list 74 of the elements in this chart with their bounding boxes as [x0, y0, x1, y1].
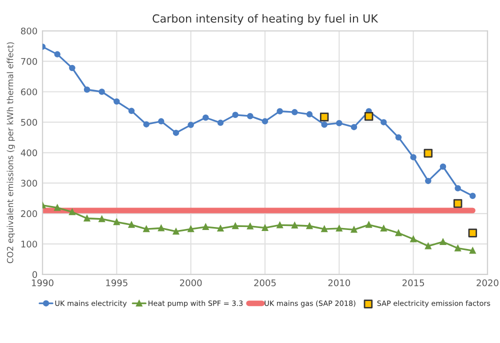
- point: [410, 154, 416, 160]
- point: [128, 222, 135, 228]
- point: [202, 114, 209, 121]
- point: [114, 218, 120, 226]
- point: [232, 112, 238, 118]
- point: [158, 118, 164, 124]
- x-tick-label: 1990: [32, 279, 54, 286]
- point: [172, 130, 180, 136]
- point: [306, 111, 313, 118]
- point: [424, 148, 433, 158]
- point: [468, 228, 478, 238]
- chart-title: Carbon intensity of heating by fuel in UK: [152, 14, 378, 25]
- x-tick-label: 2010: [328, 279, 350, 286]
- x-tick-label: 2000: [180, 279, 202, 286]
- point: [114, 98, 120, 105]
- point: [425, 242, 432, 250]
- point: [202, 224, 209, 230]
- y-tick-label: 800: [21, 28, 38, 34]
- point: [292, 109, 298, 116]
- point: [84, 86, 90, 93]
- point: [453, 199, 462, 208]
- y-axis-title: CO2 equivalent emissions (g per kWh thermal effect): [6, 42, 15, 264]
- point: [217, 225, 224, 232]
- point: [306, 222, 313, 230]
- point: [336, 225, 342, 232]
- point: [320, 112, 329, 122]
- y-tick-label: 700: [21, 58, 38, 65]
- point: [217, 120, 224, 126]
- point: [364, 112, 374, 121]
- point: [276, 108, 283, 114]
- point: [292, 222, 298, 229]
- x-tick-label: 2020: [476, 279, 498, 286]
- point: [143, 226, 150, 232]
- point: [262, 224, 268, 231]
- point: [470, 192, 476, 199]
- point: [172, 228, 180, 235]
- point: [69, 64, 76, 72]
- point: [262, 118, 268, 124]
- point: [84, 215, 90, 222]
- point: [380, 225, 387, 232]
- point: [395, 230, 402, 236]
- y-tick-label: 0: [32, 271, 38, 278]
- y-tick-label: 200: [21, 210, 38, 218]
- point: [454, 185, 461, 192]
- x-tick-label: 1995: [106, 279, 128, 286]
- point: [425, 178, 432, 184]
- point: [350, 124, 358, 130]
- y-tick-label: 100: [21, 240, 38, 248]
- y-tick-label: 400: [20, 149, 38, 156]
- point: [336, 120, 342, 126]
- point: [321, 226, 328, 232]
- point: [232, 222, 238, 230]
- y-tick-label: 500: [21, 118, 38, 126]
- point: [321, 122, 328, 128]
- point: [128, 108, 135, 114]
- y-tick-label: 600: [21, 88, 38, 96]
- point: [440, 238, 446, 245]
- point: [188, 226, 194, 232]
- point: [350, 226, 358, 233]
- point: [395, 134, 402, 141]
- point: [54, 51, 60, 58]
- x-tick-label: 2005: [254, 279, 276, 286]
- y-tick-label: 300: [21, 180, 38, 187]
- point: [188, 122, 194, 128]
- point: [380, 119, 387, 126]
- point: [440, 164, 446, 170]
- point: [410, 236, 416, 242]
- point: [247, 112, 254, 120]
- x-tick-label: 2015: [402, 279, 424, 286]
- point: [276, 222, 283, 228]
- point: [98, 88, 105, 95]
- point: [143, 121, 150, 128]
- point: [69, 208, 76, 216]
- point: [98, 216, 105, 222]
